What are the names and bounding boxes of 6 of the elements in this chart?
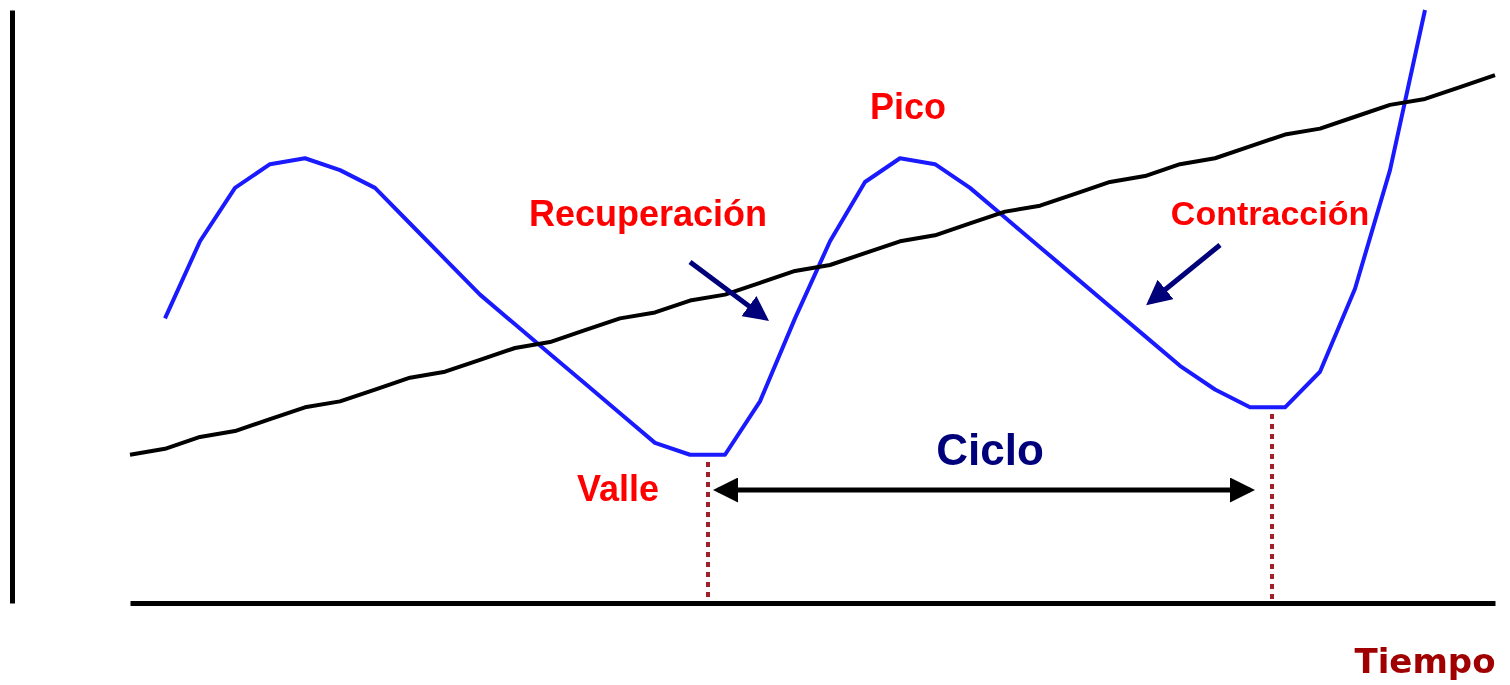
annotation: Contracción xyxy=(1170,194,1370,232)
x-axis-title: Tiempo xyxy=(1354,640,1496,681)
annotation: Valle xyxy=(576,468,660,509)
annotation: Recuperación xyxy=(528,193,768,234)
annotation: Ciclo xyxy=(936,425,1044,474)
annotation: Pico xyxy=(869,86,947,127)
